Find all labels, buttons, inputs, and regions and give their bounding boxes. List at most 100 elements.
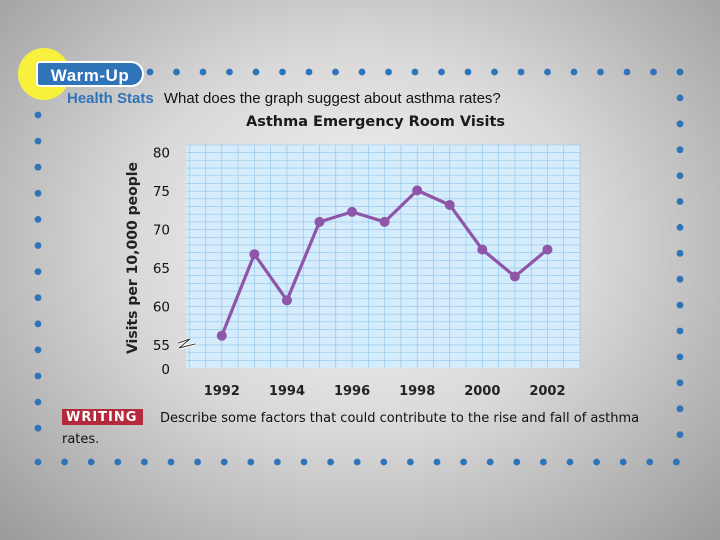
border-dot [34, 346, 42, 354]
border-dot [34, 458, 42, 466]
border-dot [34, 242, 42, 249]
border-dot [540, 458, 547, 466]
border-dot [167, 458, 175, 466]
y-tick-label: 75 [153, 184, 170, 200]
data-point [477, 244, 488, 255]
x-tick-label: 1996 [334, 384, 370, 399]
border-dot [460, 458, 467, 466]
border-dot [646, 458, 654, 466]
border-dot [34, 294, 42, 302]
border-dot [173, 68, 180, 76]
data-point [281, 295, 292, 306]
border-dot [300, 458, 308, 466]
data-point [542, 244, 553, 255]
border-dot [141, 458, 148, 466]
border-dot [252, 68, 260, 76]
border-dot [491, 68, 498, 76]
border-dot [593, 458, 600, 466]
data-point [314, 216, 325, 227]
border-dot [464, 68, 472, 76]
border-dot [34, 424, 42, 432]
border-dot [194, 458, 202, 466]
border-dot [676, 224, 684, 231]
border-dot [544, 68, 551, 76]
border-dot [570, 68, 578, 76]
y-tick-label: 80 [153, 146, 170, 162]
writing-tag: WRITING [62, 409, 144, 425]
border-dot [513, 458, 521, 466]
border-dot [34, 372, 42, 380]
x-tick-label: 1992 [204, 384, 240, 399]
border-dot [34, 189, 42, 197]
data-point [509, 271, 520, 282]
y-tick-label: 65 [153, 261, 170, 277]
x-tick-label: 2000 [464, 384, 500, 399]
plot-area [186, 145, 580, 368]
border-dot [34, 111, 42, 119]
y-tick-label: 0 [161, 362, 170, 378]
question-text: What does the graph suggest about asthma… [163, 90, 501, 107]
border-dot [623, 68, 631, 76]
y-tick-label: 60 [153, 299, 170, 315]
border-dot [358, 68, 366, 76]
y-axis-label: Visits per 10,000 people [125, 162, 141, 354]
writing-prompt: Describe some factors that could contrib… [62, 411, 640, 447]
border-dot [676, 198, 684, 205]
border-dot [486, 458, 494, 466]
border-dot [380, 458, 388, 466]
border-dot [676, 146, 684, 154]
border-dot [676, 379, 684, 387]
x-tick-label: 1994 [269, 384, 305, 399]
border-dot [385, 68, 392, 76]
border-dot [279, 68, 286, 76]
border-dot [226, 68, 233, 76]
border-dot [34, 320, 42, 328]
border-dot [34, 163, 42, 171]
border-dot [676, 431, 684, 438]
border-dot [220, 458, 228, 466]
border-dot [332, 68, 339, 76]
border-dot [411, 68, 419, 76]
border-dot [305, 68, 313, 76]
chart-title: Asthma Emergency Room Visits [246, 114, 506, 130]
border-dot [327, 458, 334, 466]
axis-break-mark [177, 338, 196, 349]
border-dot [566, 458, 574, 466]
border-dot [438, 68, 445, 76]
y-tick-label: 55 [153, 338, 170, 354]
border-dot [146, 68, 154, 76]
data-point [347, 206, 358, 217]
border-dot [676, 353, 684, 361]
border-dot [247, 458, 255, 466]
border-dot [199, 68, 207, 76]
border-dot [87, 458, 95, 466]
x-tick-label: 1998 [399, 384, 435, 399]
border-dot [676, 275, 684, 283]
border-dot [619, 458, 627, 466]
data-point [412, 185, 423, 196]
y-tick-label: 70 [153, 223, 170, 239]
border-dot [673, 458, 680, 466]
border-dot [676, 249, 684, 257]
border-dot [34, 216, 42, 223]
border-dot [34, 137, 42, 145]
border-dot [676, 120, 684, 128]
border-dot [517, 68, 525, 76]
border-dot [676, 68, 684, 76]
border-dot [61, 458, 68, 466]
border-dot [650, 68, 657, 76]
border-dot [676, 405, 684, 413]
border-dot [597, 68, 604, 76]
border-dot [676, 172, 684, 180]
border-dot [433, 458, 441, 466]
border-dot [34, 398, 42, 406]
border-dot [676, 94, 684, 102]
data-point [216, 330, 227, 341]
data-point [379, 216, 390, 227]
border-dot [353, 458, 361, 466]
border-dot [407, 458, 414, 466]
section-label: Health Stats [67, 90, 154, 107]
question-prompt: Health Stats What does the graph suggest… [67, 90, 501, 107]
